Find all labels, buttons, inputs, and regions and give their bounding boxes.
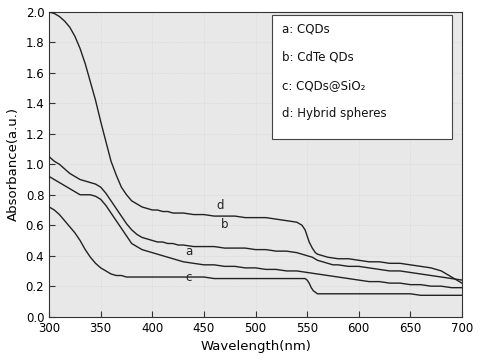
Text: d: d	[216, 199, 224, 212]
Text: b: b	[220, 218, 228, 231]
Text: c: c	[185, 271, 192, 284]
FancyBboxPatch shape	[272, 15, 452, 139]
Text: c: CQDs@SiO₂: c: CQDs@SiO₂	[282, 79, 366, 92]
Text: a: CQDs: a: CQDs	[282, 23, 330, 36]
Text: a: a	[185, 245, 192, 258]
X-axis label: Wavelength(nm): Wavelength(nm)	[200, 340, 311, 353]
Text: d: Hybrid spheres: d: Hybrid spheres	[282, 107, 387, 120]
Text: b: CdTe QDs: b: CdTe QDs	[282, 51, 354, 64]
Y-axis label: Absorbance(a.u.): Absorbance(a.u.)	[7, 107, 20, 221]
